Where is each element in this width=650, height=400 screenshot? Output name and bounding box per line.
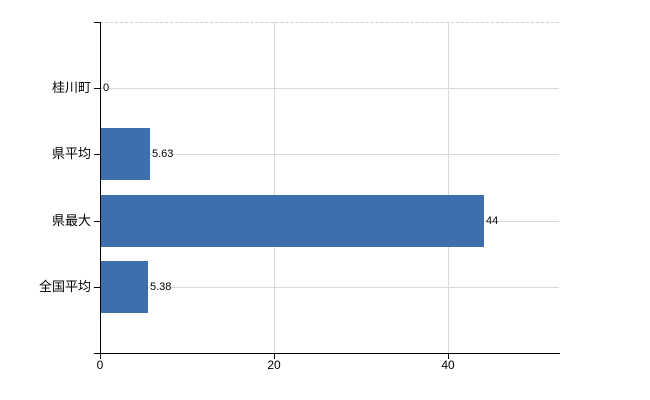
bar	[101, 261, 148, 313]
plot-border-top	[100, 22, 559, 23]
x-axis-line	[94, 353, 560, 354]
category-label: 全国平均	[38, 279, 91, 294]
y-axis-tick	[94, 88, 100, 89]
category-label: 県最大	[51, 213, 91, 228]
x-axis-tick	[274, 353, 275, 359]
value-label: 5.63	[152, 147, 174, 161]
x-axis-tick	[448, 353, 449, 359]
y-axis-tick	[94, 287, 100, 288]
x-axis-tick	[100, 353, 101, 359]
x-axis-tick-label: 0	[96, 358, 104, 372]
gridline-vertical	[448, 22, 449, 353]
x-axis-tick-label: 20	[267, 358, 281, 372]
y-axis-tick	[94, 221, 100, 222]
gridline-horizontal	[100, 88, 559, 89]
gridline-vertical	[274, 22, 275, 353]
gridline-horizontal	[100, 154, 559, 155]
category-label: 桂川町	[51, 80, 91, 95]
value-label: 44	[486, 214, 499, 228]
y-axis-top-tick	[94, 22, 100, 23]
category-label: 県平均	[51, 146, 91, 161]
y-axis-line	[100, 22, 101, 354]
bar	[101, 195, 484, 247]
value-label: 0	[103, 81, 110, 95]
gridline-horizontal	[100, 287, 559, 288]
y-axis-tick	[94, 154, 100, 155]
value-label: 5.38	[150, 280, 172, 294]
x-axis-tick-label: 40	[441, 358, 455, 372]
bar	[101, 128, 150, 180]
